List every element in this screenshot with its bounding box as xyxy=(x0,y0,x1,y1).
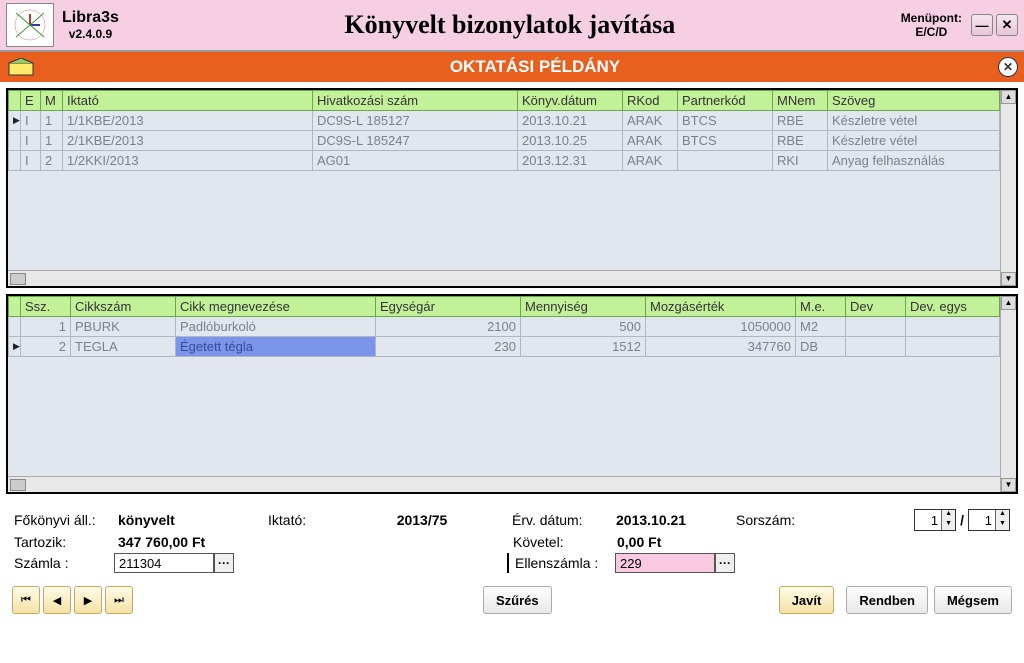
col-konyvdatum[interactable]: Könyv.dátum xyxy=(518,91,623,111)
bottom-toolbar: ⏮ ◀ ▶ ⏭ Szűrés Javít Rendben Mégsem xyxy=(0,582,1024,618)
step-down-icon[interactable]: ▼ xyxy=(941,520,955,530)
col-devegys[interactable]: Dev. egys xyxy=(906,297,1000,317)
ellenszamla-label: Ellenszámla : xyxy=(515,555,615,571)
step-up-icon[interactable]: ▲ xyxy=(941,510,955,520)
table-row[interactable]: I 2 1/2KKI/2013 AG01 2013.12.31 ARAK RKI… xyxy=(9,151,1000,171)
scroll-up-icon[interactable]: ▲ xyxy=(1001,90,1016,104)
col-hivszam[interactable]: Hivatkozási szám xyxy=(313,91,518,111)
filter-button[interactable]: Szűrés xyxy=(483,586,552,614)
szamla-lookup-button[interactable]: ··· xyxy=(214,553,234,573)
col-ssz[interactable]: Ssz. xyxy=(21,297,71,317)
row-marker-icon xyxy=(9,317,21,337)
menupont-label: Menüpont: xyxy=(901,11,962,25)
row-marker-icon xyxy=(9,337,21,357)
table-row[interactable]: 1 PBURK Padlóburkoló 2100 500 1050000 M2 xyxy=(9,317,1000,337)
next-record-button[interactable]: ▶ xyxy=(74,586,102,614)
step-down-icon[interactable]: ▼ xyxy=(995,520,1009,530)
iktato-label: Iktató: xyxy=(268,512,328,528)
documents-grid-panel: E M Iktató Hivatkozási szám Könyv.dátum … xyxy=(6,88,1018,288)
menupont-code: E/C/D xyxy=(901,25,962,39)
tartozik-value: 347 760,00 Ft xyxy=(118,534,513,550)
col-egysegar[interactable]: Egységár xyxy=(376,297,521,317)
envelope-icon[interactable] xyxy=(6,55,36,79)
col-partnerkod[interactable]: Partnerkód xyxy=(678,91,773,111)
kovetel-value: 0,00 Ft xyxy=(617,534,661,550)
col-mozgasertek[interactable]: Mozgásérték xyxy=(646,297,796,317)
items-grid[interactable]: Ssz. Cikkszám Cikk megnevezése Egységár … xyxy=(8,296,1000,357)
banner-text: OKTATÁSI PÉLDÁNY xyxy=(46,57,1024,77)
close-button[interactable]: ✕ xyxy=(996,14,1018,36)
col-cikkszam[interactable]: Cikkszám xyxy=(71,297,176,317)
col-megnev[interactable]: Cikk megnevezése xyxy=(176,297,376,317)
col-szoveg[interactable]: Szöveg xyxy=(828,91,1000,111)
szamla-input[interactable] xyxy=(114,553,214,573)
step-up-icon[interactable]: ▲ xyxy=(995,510,1009,520)
table-row[interactable]: 2 TEGLA Égetett tégla 230 1512 347760 DB xyxy=(9,337,1000,357)
footer-form: Főkönyvi áll.: könyvelt Iktató: 2013/75 … xyxy=(0,500,1024,582)
app-name-box: Libra3s v2.4.0.9 xyxy=(62,9,119,41)
fokonyvi-value: könyvelt xyxy=(118,512,268,528)
scroll-up-icon[interactable]: ▲ xyxy=(1001,296,1016,310)
scroll-down-icon[interactable]: ▼ xyxy=(1001,272,1016,286)
sorszam-a-stepper[interactable]: ▲▼ xyxy=(914,509,956,531)
table-row[interactable]: I 1 2/1KBE/2013 DC9S-L 185247 2013.10.25… xyxy=(9,131,1000,151)
szamla-label: Számla : xyxy=(14,555,114,571)
table-row[interactable]: I 1 1/1KBE/2013 DC9S-L 185127 2013.10.21… xyxy=(9,111,1000,131)
tartozik-label: Tartozik: xyxy=(14,534,114,550)
sorszam-b-input[interactable] xyxy=(969,510,995,530)
col-me[interactable]: M.e. xyxy=(796,297,846,317)
app-version: v2.4.0.9 xyxy=(62,27,119,41)
col-e[interactable]: E xyxy=(21,91,41,111)
prev-record-button[interactable]: ◀ xyxy=(43,586,71,614)
separator xyxy=(507,553,509,573)
row-marker-icon xyxy=(9,151,21,171)
row-marker-icon xyxy=(9,131,21,151)
col-mennyiseg[interactable]: Mennyiség xyxy=(521,297,646,317)
col-dev[interactable]: Dev xyxy=(846,297,906,317)
documents-grid[interactable]: E M Iktató Hivatkozási szám Könyv.dátum … xyxy=(8,90,1000,171)
ervdatum-value: 2013.10.21 xyxy=(616,512,736,528)
col-mnem[interactable]: MNem xyxy=(773,91,828,111)
banner: OKTATÁSI PÉLDÁNY ✕ xyxy=(0,52,1024,82)
ellenszamla-input[interactable] xyxy=(615,553,715,573)
row-marker-header xyxy=(9,297,21,317)
ervdatum-label: Érv. dátum: xyxy=(512,512,612,528)
col-m[interactable]: M xyxy=(41,91,63,111)
items-grid-panel: Ssz. Cikkszám Cikk megnevezése Egységár … xyxy=(6,294,1018,494)
app-name: Libra3s xyxy=(62,9,119,27)
last-record-button[interactable]: ⏭ xyxy=(105,586,133,614)
minimize-button[interactable]: — xyxy=(971,14,993,36)
row-marker-icon xyxy=(9,111,21,131)
sorszam-sep: / xyxy=(960,512,964,528)
v-scrollbar[interactable]: ▲▼ xyxy=(1000,90,1016,286)
titlebar: Libra3s v2.4.0.9 Könyvelt bizonylatok ja… xyxy=(0,0,1024,52)
fix-button[interactable]: Javít xyxy=(779,586,835,614)
first-record-button[interactable]: ⏮ xyxy=(12,586,40,614)
cancel-button[interactable]: Mégsem xyxy=(934,586,1012,614)
scroll-down-icon[interactable]: ▼ xyxy=(1001,478,1016,492)
fokonyvi-label: Főkönyvi áll.: xyxy=(14,512,114,528)
sorszam-a-input[interactable] xyxy=(915,510,941,530)
col-iktato[interactable]: Iktató xyxy=(63,91,313,111)
h-scrollbar[interactable] xyxy=(8,476,1000,492)
sorszam-b-stepper[interactable]: ▲▼ xyxy=(968,509,1010,531)
ok-button[interactable]: Rendben xyxy=(846,586,928,614)
h-scrollbar[interactable] xyxy=(8,270,1000,286)
v-scrollbar[interactable]: ▲▼ xyxy=(1000,296,1016,492)
sorszam-label: Sorszám: xyxy=(736,512,816,528)
iktato-value: 2013/75 xyxy=(332,512,512,528)
kovetel-label: Követel: xyxy=(513,534,613,550)
row-marker-header xyxy=(9,91,21,111)
banner-close-button[interactable]: ✕ xyxy=(998,57,1018,77)
page-title: Könyvelt bizonylatok javítása xyxy=(119,10,901,40)
col-rkod[interactable]: RKod xyxy=(623,91,678,111)
ellenszamla-lookup-button[interactable]: ··· xyxy=(715,553,735,573)
menupont-box: Menüpont: E/C/D xyxy=(901,11,962,39)
app-logo-icon xyxy=(6,3,54,47)
